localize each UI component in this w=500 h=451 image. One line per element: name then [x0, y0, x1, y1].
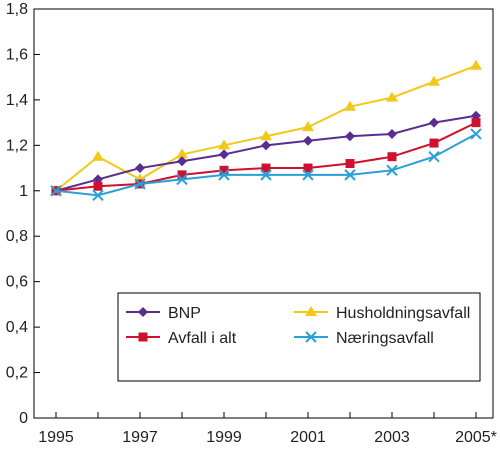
data-point: [303, 163, 313, 173]
x-tick-label: 2005*: [455, 429, 497, 446]
legend-label: Næringsavfall: [336, 330, 434, 347]
data-point: [135, 163, 145, 174]
legend-entry: Avfall i alt: [126, 330, 237, 347]
data-point: [134, 178, 146, 190]
data-point: [261, 140, 271, 151]
y-tick-label: 1,6: [6, 46, 28, 63]
data-point: [176, 173, 188, 186]
data-point: [219, 165, 229, 175]
data-point: [50, 185, 62, 197]
series-bnp: [51, 110, 481, 196]
legend-entry: Husholdningsavfall: [294, 305, 470, 322]
legend-label: Avfall i alt: [168, 330, 237, 347]
legend-marker: [305, 306, 317, 316]
data-point: [176, 148, 188, 159]
x-tick-label: 1999: [206, 429, 242, 446]
data-point: [303, 135, 313, 146]
data-point: [386, 164, 398, 177]
legend: BNP Husholdningsavfall Avfall i alt Nærings…: [117, 292, 481, 382]
data-point: [470, 59, 482, 70]
data-point: [92, 189, 104, 202]
data-point: [177, 170, 187, 180]
data-point: [260, 130, 272, 141]
data-point: [92, 150, 104, 161]
y-tick-label: 0,2: [6, 365, 28, 382]
legend-marker: [138, 332, 148, 342]
y-tick-label: 1: [19, 183, 28, 200]
legend-entry: BNP: [126, 305, 201, 322]
y-axis-ticks: 0 0,2 0,4 0,6 0,8 1 1,2 1,4 1,6 1,8: [6, 1, 40, 427]
y-tick-label: 1,4: [6, 92, 28, 109]
x-tick-label: 1995: [38, 429, 74, 446]
data-point: [345, 159, 355, 169]
data-point: [428, 75, 440, 86]
y-tick-label: 0: [19, 410, 28, 427]
data-point: [429, 117, 439, 128]
data-point: [177, 156, 187, 167]
data-point: [345, 131, 355, 142]
y-tick-label: 0,8: [6, 228, 28, 245]
data-point: [302, 169, 314, 181]
data-point: [218, 139, 230, 150]
data-point: [471, 118, 481, 128]
data-point: [470, 128, 482, 140]
data-point: [302, 121, 314, 132]
legend-marker: [305, 331, 317, 343]
legend-marker: [138, 307, 148, 317]
data-point: [344, 169, 356, 181]
y-tick-label: 0,6: [6, 274, 28, 291]
x-tick-label: 2001: [290, 429, 326, 446]
data-point: [219, 149, 229, 160]
data-point: [386, 91, 398, 102]
y-tick-label: 0,4: [6, 319, 28, 336]
legend-label: BNP: [168, 305, 201, 322]
legend-entry: Næringsavfall: [294, 330, 434, 347]
legend-label: Husholdningsavfall: [336, 305, 470, 322]
series-næringsavfall: [50, 128, 482, 202]
data-point: [260, 169, 272, 181]
series-avfall-i-alt: [51, 118, 481, 196]
data-point: [387, 128, 397, 139]
data-point: [261, 163, 271, 173]
axes: [33, 8, 494, 419]
y-tick-label: 1,8: [6, 1, 28, 18]
series-line: [55, 114, 477, 192]
data-point: [429, 138, 439, 148]
data-point: [93, 181, 103, 191]
x-tick-label: 1997: [122, 429, 158, 446]
data-point: [387, 152, 397, 162]
plot-frame: [33, 8, 494, 419]
x-axis-ticks: 1995 1997 1999 2001 2003 2005*: [38, 412, 497, 446]
data-point: [218, 169, 230, 181]
x-tick-label: 2003: [374, 429, 410, 446]
data-point: [344, 100, 356, 111]
data-point: [428, 150, 440, 163]
series-layer: [50, 59, 482, 202]
y-tick-label: 1,2: [6, 137, 28, 154]
